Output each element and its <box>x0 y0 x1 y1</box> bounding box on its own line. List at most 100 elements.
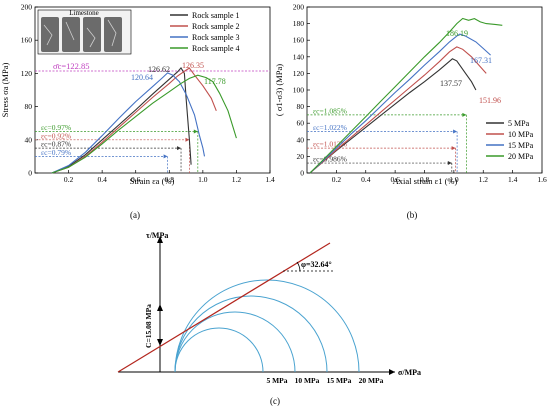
strain-label: εc=1.012% <box>313 140 347 149</box>
legend-label: Rock sample 1 <box>192 11 240 20</box>
strain-label: εc=1.022% <box>313 123 347 132</box>
y-tick-label: 160 <box>293 36 305 45</box>
strain-label: εc=0.986% <box>313 155 347 164</box>
y-tick-label: 160 <box>21 36 33 45</box>
legend-label: 5 MPa <box>508 119 530 128</box>
series-line-4 <box>309 17 503 174</box>
series-line-3 <box>51 72 206 174</box>
mohr-circle-15 <box>174 295 328 373</box>
x-tick-label: 1.4 <box>265 175 275 184</box>
x-tick-label: 0.6 <box>390 175 400 184</box>
circle-label-20: 20 MPa <box>359 376 384 385</box>
strain-arrow-icon <box>462 112 467 117</box>
peak-label: 117.78 <box>204 77 226 86</box>
legend-label: Rock sample 3 <box>192 33 240 42</box>
y-tick-label: 80 <box>297 102 305 111</box>
strain-arrow-icon <box>163 154 168 159</box>
y-tick-label: 100 <box>293 86 305 95</box>
x-axis-label-b: Axial strain ε1 (%) <box>393 176 458 186</box>
series-line-2 <box>51 67 217 174</box>
strain-arrow-icon <box>453 129 458 134</box>
strain-label: εc=0.79% <box>41 148 71 157</box>
y-tick-label: 20 <box>297 152 305 161</box>
series-line-3 <box>309 33 491 174</box>
y-tick-label: 140 <box>293 52 305 61</box>
strain-label: εc=0.92% <box>41 131 71 140</box>
mohr-circle-10 <box>174 311 296 373</box>
panel-c: σ/MPa τ/MPa C=15.08 MPa φ=32.64° 5 MPa 1… <box>117 231 421 406</box>
friction-angle-label: φ=32.64° <box>301 260 332 269</box>
strain-arrow-icon <box>177 146 182 151</box>
x-tick-label: 0.2 <box>332 175 342 184</box>
legend-label: Rock sample 2 <box>192 22 240 31</box>
y-tick-label: 80 <box>25 102 33 111</box>
x-tick-label: 0.4 <box>97 175 107 184</box>
y-tick-label: 120 <box>21 69 33 78</box>
strain-arrow-icon <box>185 137 190 142</box>
series-line-2 <box>309 46 487 174</box>
y-axis-label-a: Stress σa (MPa) <box>0 63 10 118</box>
strain-label: εc=0.87% <box>41 140 71 149</box>
mohr-circle-5 <box>174 327 264 373</box>
circle-label-5: 5 MPa <box>266 376 287 385</box>
circle-label-15: 15 MPa <box>327 376 352 385</box>
strain-label: εc=1.085% <box>313 106 347 115</box>
peak-label: 137.57 <box>440 79 462 88</box>
failure-envelope <box>117 242 331 373</box>
y-tick-label: 120 <box>293 69 305 78</box>
x-tick-label: 1.2 <box>479 175 489 184</box>
peak-label: 126.35 <box>182 61 204 70</box>
mean-stress-label: σ̄c=122.85 <box>53 61 90 71</box>
panel-a: Limestone 0.2 0.4 0.6 0.8 1.0 1.2 1.4 0 40 80 120 1… <box>0 3 275 221</box>
x-tick-label: 1.4 <box>508 175 518 184</box>
strain-arrow-icon <box>451 146 456 151</box>
y-tick-label: 40 <box>297 135 305 144</box>
series-line-1 <box>51 66 192 174</box>
inset-label: Limestone <box>69 9 99 17</box>
panel-a-frame <box>34 6 271 174</box>
circle-label-10: 10 MPa <box>295 376 320 385</box>
peak-label: 151.96 <box>479 96 501 105</box>
cohesion-arrow-top-icon <box>157 304 163 311</box>
cohesion-label: C=15.08 MPa <box>144 304 153 348</box>
x-tick-label: 1.6 <box>537 175 547 184</box>
x-tick-label: 0.8 <box>165 175 175 184</box>
y-tick-label: 40 <box>25 135 33 144</box>
y-tick-label: 200 <box>293 3 305 12</box>
strain-label: εc=0.97% <box>41 123 71 132</box>
legend-label: 15 MPa <box>508 141 534 150</box>
panel-a-caption: (a) <box>130 210 140 220</box>
series-line-1 <box>309 58 477 174</box>
y-tick-label: 0 <box>300 169 304 178</box>
legend-label: 20 MPa <box>508 152 534 161</box>
mohr-circle-20 <box>174 279 360 373</box>
y-tick-label: 180 <box>293 19 305 28</box>
tau-axis-label: τ/MPa <box>146 231 168 240</box>
sigma-axis-label: σ/MPa <box>398 368 421 377</box>
x-tick-label: 1.2 <box>232 175 242 184</box>
peak-label: 126.62 <box>148 65 170 74</box>
x-axis-label-a: Strain εa (%) <box>130 176 175 186</box>
y-tick-label: 60 <box>297 119 305 128</box>
y-axis-label-b: ( σ1-σ3) (MPa) <box>274 64 284 116</box>
sigma-axis-arrow-icon <box>389 369 395 375</box>
legend-label: Rock sample 4 <box>192 44 240 53</box>
series-line-4 <box>51 74 237 174</box>
panel-c-caption: (c) <box>270 396 280 406</box>
panel-b-caption: (b) <box>407 210 418 220</box>
limestone-photo: Limestone <box>37 9 132 55</box>
peak-label: 186.19 <box>446 29 468 38</box>
cohesion-arrow-icon <box>157 339 163 346</box>
y-tick-label: 200 <box>21 3 33 12</box>
x-tick-label: 1.0 <box>198 175 208 184</box>
angle-arc <box>296 261 301 272</box>
strain-arrow-icon <box>447 161 452 166</box>
strain-arrow-icon <box>193 129 198 134</box>
tau-axis-arrow-icon <box>157 236 163 243</box>
x-tick-label: 0.8 <box>420 175 430 184</box>
peak-label: 120.64 <box>131 73 153 82</box>
x-tick-label: 0.2 <box>64 175 74 184</box>
legend-label: 10 MPa <box>508 130 534 139</box>
x-tick-label: 1.0 <box>449 175 459 184</box>
